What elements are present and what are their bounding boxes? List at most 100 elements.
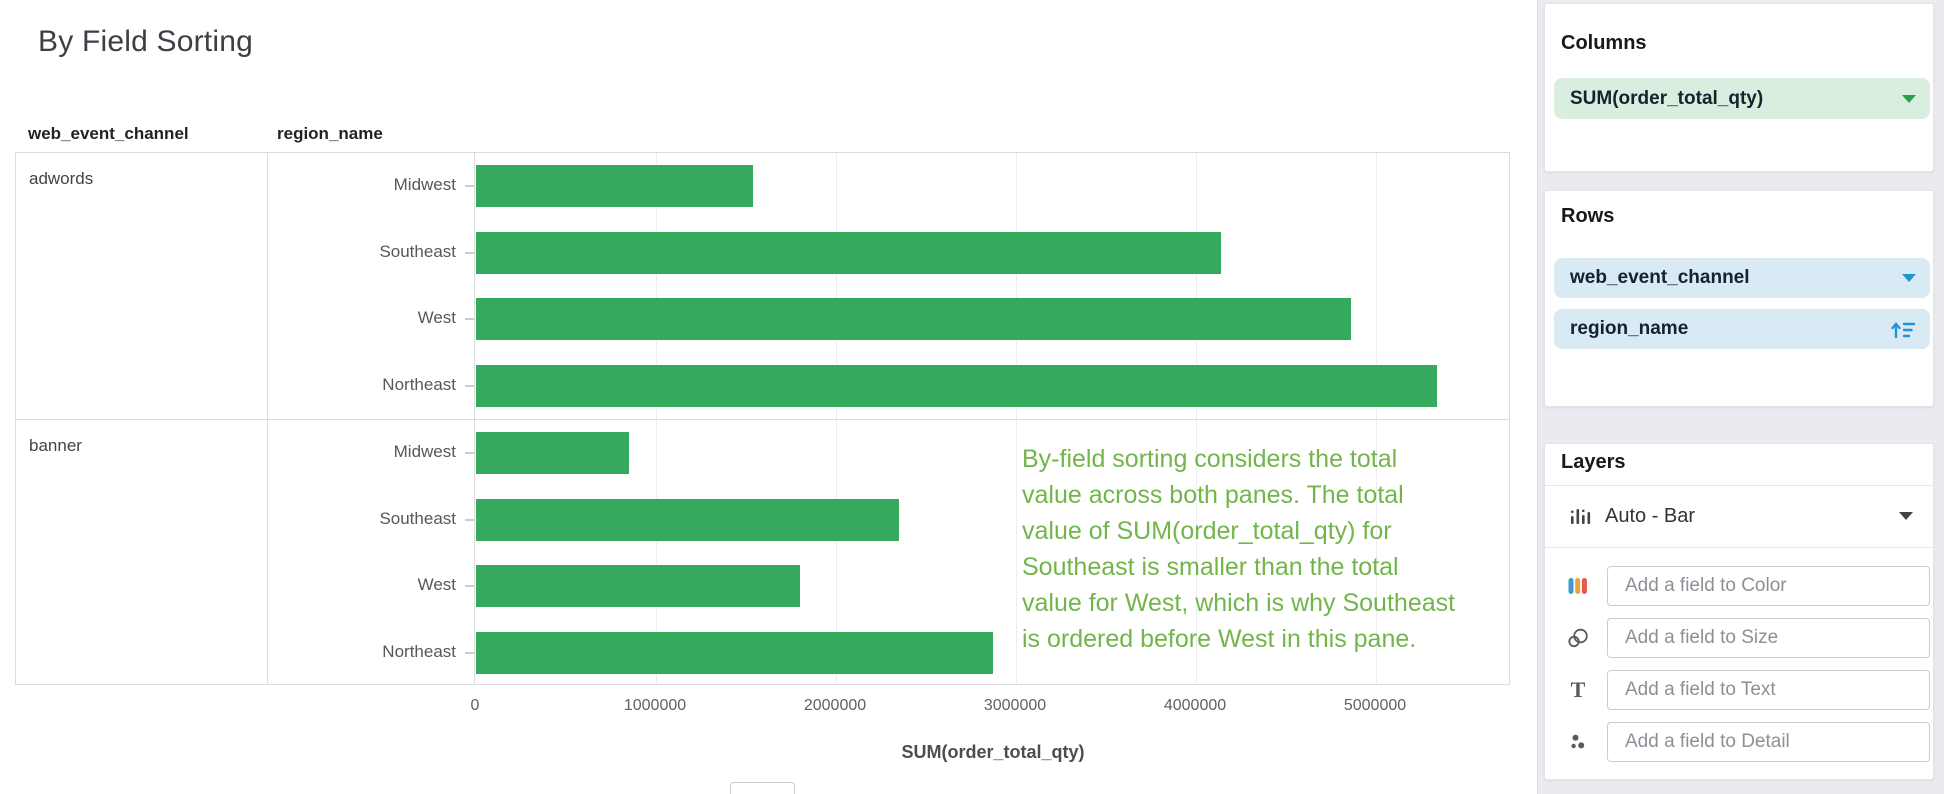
well-placeholder: Add a field to Size bbox=[1625, 627, 1779, 648]
well-placeholder: Add a field to Color bbox=[1625, 575, 1787, 596]
annotation-line: value of SUM(order_total_qty) for bbox=[1022, 517, 1392, 545]
column-header-web-event-channel: web_event_channel bbox=[28, 124, 189, 143]
config-sidebar: Columns SUM(order_total_qty) Rows web_ev… bbox=[1537, 0, 1944, 794]
detail-well-row: Add a field to Detail bbox=[1545, 722, 1933, 762]
annotation-note: By-field sorting considers the total valu… bbox=[1022, 441, 1527, 657]
rows-heading: Rows bbox=[1561, 205, 1615, 227]
layers-heading: Layers bbox=[1561, 451, 1626, 473]
pill-label: region_name bbox=[1570, 318, 1689, 339]
chart-row-banner-northeast: Northeast bbox=[16, 620, 1509, 687]
divider bbox=[1545, 485, 1933, 486]
color-field-well[interactable]: Add a field to Color bbox=[1607, 566, 1930, 606]
annotation-line: Southeast is smaller than the total bbox=[1022, 553, 1399, 581]
chart-row-banner-west: West bbox=[16, 553, 1509, 620]
text-field-well[interactable]: Add a field to Text bbox=[1607, 670, 1930, 710]
bar-banner-midwest[interactable] bbox=[476, 432, 629, 474]
size-well-row: Add a field to Size bbox=[1545, 618, 1933, 658]
cutoff-control[interactable] bbox=[730, 782, 795, 794]
layer-selector-auto-bar[interactable]: Auto - Bar bbox=[1545, 485, 1933, 547]
x-tick-label: 5000000 bbox=[1343, 697, 1407, 714]
annotation-line: value for West, which is why Southeast bbox=[1022, 589, 1456, 617]
y-tick-mark bbox=[465, 651, 474, 654]
pill-sum-order-total-qty[interactable]: SUM(order_total_qty) bbox=[1554, 78, 1930, 119]
x-tick-label: 4000000 bbox=[1163, 697, 1227, 714]
size-field-well[interactable]: Add a field to Size bbox=[1607, 618, 1930, 658]
columns-panel: Columns SUM(order_total_qty) bbox=[1544, 3, 1934, 172]
region-label: Northeast bbox=[382, 641, 456, 661]
chart-row-adwords-southeast: Southeast bbox=[16, 220, 1509, 287]
gridline bbox=[1196, 153, 1197, 684]
x-tick-label: 1000000 bbox=[623, 697, 687, 714]
columns-heading: Columns bbox=[1561, 32, 1647, 54]
sort-ascending-icon[interactable] bbox=[1890, 317, 1916, 341]
y-tick-mark bbox=[465, 452, 474, 454]
bar-banner-northeast[interactable] bbox=[476, 631, 993, 674]
chevron-down-icon[interactable] bbox=[1902, 274, 1916, 282]
y-tick-mark bbox=[465, 518, 474, 521]
rows-panel: Rows web_event_channel region_name bbox=[1544, 190, 1934, 407]
y-tick-mark bbox=[465, 585, 474, 587]
pill-region-name[interactable]: region_name bbox=[1554, 309, 1930, 349]
column-header-region-name: region_name bbox=[277, 124, 383, 143]
gridline bbox=[1016, 153, 1017, 684]
page-title: By Field Sorting bbox=[38, 25, 253, 58]
channel-label: adwords bbox=[29, 169, 94, 188]
chart-row-adwords-west: West bbox=[16, 286, 1509, 353]
chart-grid: adwords Midwest Southeast West Northeast bann… bbox=[15, 152, 1510, 685]
bar-adwords-northeast[interactable] bbox=[476, 364, 1437, 407]
text-well-row: T Add a field to Text bbox=[1545, 670, 1933, 710]
pill-label: SUM(order_total_qty) bbox=[1570, 87, 1764, 109]
chevron-down-icon[interactable] bbox=[1899, 512, 1913, 520]
well-placeholder: Add a field to Text bbox=[1625, 679, 1776, 700]
region-label: Midwest bbox=[393, 175, 456, 194]
annotation-line: By-field sorting considers the total bbox=[1022, 445, 1398, 473]
pane-divider bbox=[16, 419, 1509, 420]
color-icon bbox=[1565, 578, 1591, 595]
chart-row-adwords-northeast: Northeast bbox=[16, 353, 1509, 420]
text-icon: T bbox=[1570, 677, 1586, 702]
bar-banner-southeast[interactable] bbox=[476, 498, 899, 541]
detail-icon bbox=[1565, 733, 1591, 751]
region-label: West bbox=[417, 308, 456, 327]
gridline bbox=[1376, 153, 1377, 684]
layers-panel: Layers Auto - Bar bbox=[1544, 443, 1934, 780]
divider bbox=[1545, 547, 1933, 548]
bar-chart-icon bbox=[1569, 506, 1593, 526]
bar-adwords-midwest[interactable] bbox=[476, 165, 753, 207]
size-icon bbox=[1565, 628, 1591, 648]
bar-adwords-west[interactable] bbox=[476, 298, 1351, 340]
bar-banner-west[interactable] bbox=[476, 565, 800, 607]
well-placeholder: Add a field to Detail bbox=[1625, 731, 1790, 752]
chevron-down-icon[interactable] bbox=[1902, 94, 1916, 103]
detail-field-well[interactable]: Add a field to Detail bbox=[1607, 722, 1930, 762]
region-label: Southeast bbox=[379, 241, 456, 261]
gridline bbox=[836, 153, 837, 684]
y-tick-mark bbox=[465, 185, 474, 187]
region-label: West bbox=[417, 575, 456, 594]
bar-adwords-southeast[interactable] bbox=[476, 231, 1221, 274]
layer-label: Auto - Bar bbox=[1605, 504, 1696, 527]
plot-left-border bbox=[474, 153, 475, 684]
chart-row-banner-southeast: Southeast bbox=[16, 487, 1509, 554]
pane-adwords: adwords Midwest Southeast West Northeast bbox=[16, 153, 1509, 420]
x-axis-title: SUM(order_total_qty) bbox=[901, 742, 1085, 762]
gridline bbox=[656, 153, 657, 684]
chart-row-adwords-midwest: Midwest bbox=[16, 153, 1509, 220]
x-tick-label: 3000000 bbox=[983, 697, 1047, 714]
column-divider bbox=[267, 153, 268, 684]
channel-label: banner bbox=[29, 436, 82, 455]
color-well-row: Add a field to Color bbox=[1545, 566, 1933, 606]
x-tick-label: 2000000 bbox=[803, 697, 867, 714]
region-label: Southeast bbox=[379, 508, 456, 528]
pill-web-event-channel[interactable]: web_event_channel bbox=[1554, 258, 1930, 298]
region-label: Midwest bbox=[393, 442, 456, 461]
annotation-line: is ordered before West in this pane. bbox=[1022, 625, 1417, 653]
y-tick-mark bbox=[465, 384, 474, 387]
x-axis: 0 1000000 2000000 3000000 4000000 5000000 bbox=[15, 697, 1510, 717]
x-tick-label: 0 bbox=[470, 697, 480, 714]
pane-banner: banner Midwest Southeast West Northeast bbox=[16, 420, 1509, 687]
y-tick-mark bbox=[465, 318, 474, 320]
region-label: Northeast bbox=[382, 374, 456, 394]
y-tick-mark bbox=[465, 251, 474, 254]
